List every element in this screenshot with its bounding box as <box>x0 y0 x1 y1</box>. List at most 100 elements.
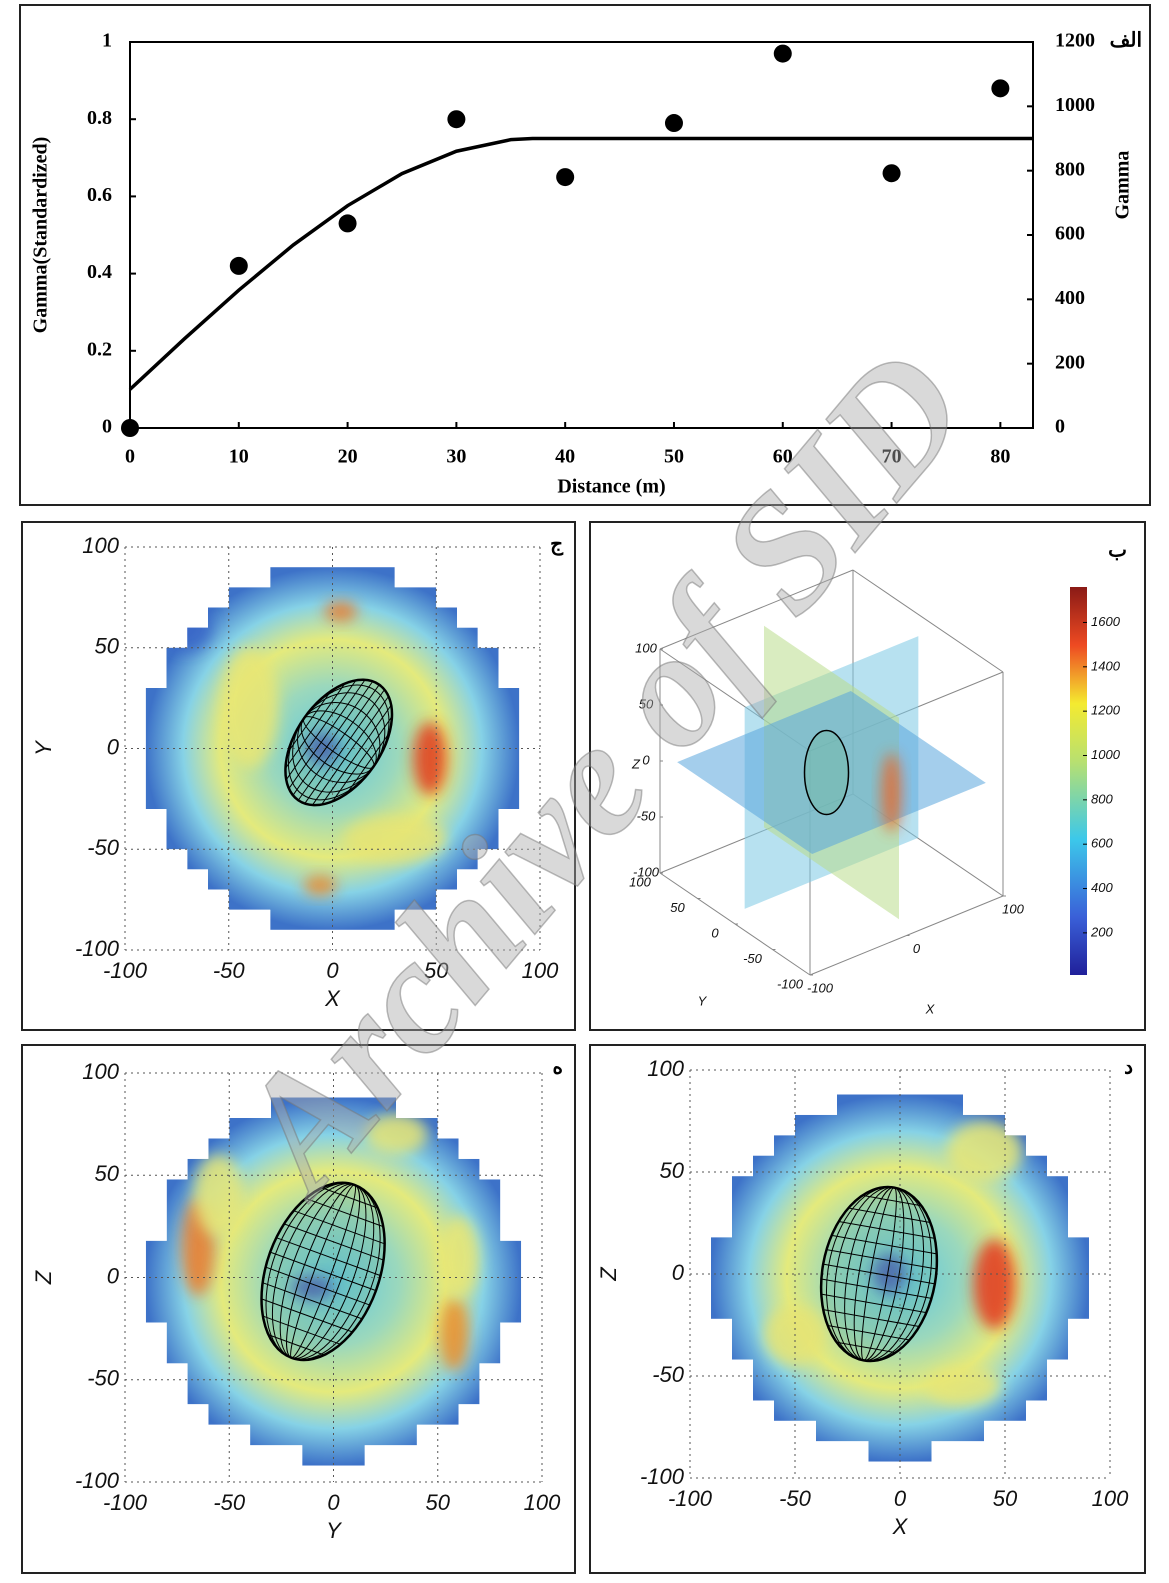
colorbar-tick-label: 1600 <box>1091 614 1121 629</box>
model-curve <box>128 136 1033 391</box>
y2-tick-label: 600 <box>1055 223 1085 245</box>
parallel <box>821 1278 932 1299</box>
y-tick-label: -100 <box>75 936 120 961</box>
heat-spot <box>342 814 447 864</box>
x-axis-label: X <box>892 1514 909 1539</box>
z-tick-label: -50 <box>637 808 657 823</box>
panel-frame <box>21 521 576 1031</box>
data-point <box>991 79 1010 98</box>
hot-slice <box>881 752 902 833</box>
y-tick-label: 100 <box>82 1059 119 1084</box>
heat-spot <box>946 1121 1022 1183</box>
parallel <box>836 1341 896 1354</box>
y-tick-label: -50 <box>87 1366 120 1391</box>
y-tick-label: 0 <box>107 1263 120 1288</box>
data-point <box>773 44 792 63</box>
y2-tick-label: 800 <box>1055 158 1085 180</box>
parallel <box>826 1249 937 1270</box>
panel-label: ج <box>550 534 564 557</box>
y-tick-label: -50 <box>87 835 120 860</box>
x-tick-label: 70 <box>882 446 902 468</box>
y-tick-label: 50 <box>95 634 120 659</box>
x-axis-label: X <box>324 986 341 1011</box>
parallel <box>285 683 346 769</box>
y-tick-label: 0.4 <box>87 261 112 283</box>
y-tick-label: 50 <box>670 900 685 915</box>
cube-edge <box>852 569 1004 673</box>
x-tick-label: -100 <box>807 980 834 995</box>
ellipsoid <box>260 1181 386 1362</box>
colorbar-tick-label: 800 <box>1091 791 1113 806</box>
parallel <box>821 1293 927 1314</box>
x-tick-label: 20 <box>338 446 358 468</box>
x-tick-label: -50 <box>213 1490 246 1515</box>
ellipsoid <box>819 1185 939 1363</box>
x-tick-label: 50 <box>424 958 449 983</box>
y2-tick-label: 0 <box>1055 416 1065 438</box>
heat-spot <box>291 1275 334 1300</box>
y2-tick-label: 1200 <box>1055 30 1095 52</box>
parallel <box>321 704 392 805</box>
y-tick-label: 0 <box>711 925 719 940</box>
z-axis-label: Z <box>631 756 641 771</box>
panel-frame <box>19 4 1151 506</box>
parallel <box>270 1251 377 1292</box>
heat-spot <box>162 603 213 652</box>
x-tick-label: 40 <box>555 446 575 468</box>
x-tick-label: 30 <box>446 446 466 468</box>
data-point <box>121 419 139 437</box>
y-axis-label: Y <box>31 740 56 756</box>
parallel <box>288 679 366 789</box>
data-point <box>882 164 901 183</box>
x-tick-label: -100 <box>103 1490 148 1515</box>
y-tick-label: 100 <box>647 1056 684 1081</box>
data-point <box>447 110 466 129</box>
panel-label: د <box>1124 1057 1133 1079</box>
parallel <box>838 1220 935 1239</box>
y2-tick-label: 400 <box>1055 287 1085 309</box>
data-point <box>664 114 683 133</box>
y-tick-label: -100 <box>75 1468 120 1493</box>
x-tick-label: -50 <box>779 1486 812 1511</box>
parallel <box>297 684 380 801</box>
x-tick-label: 60 <box>773 446 793 468</box>
parallel <box>285 680 357 781</box>
y-axis-label: Y <box>698 993 708 1008</box>
z-tick-label: 0 <box>642 752 650 767</box>
heat-spot <box>220 647 279 769</box>
x-tick-label: 50 <box>993 1486 1018 1511</box>
parallel <box>332 716 393 802</box>
x-tick-label: -100 <box>103 958 148 983</box>
y-tick-label: 0 <box>107 734 120 759</box>
x-tick-label: 50 <box>664 446 684 468</box>
heat-spot <box>925 1365 1001 1407</box>
panel-label: ه <box>553 1057 563 1079</box>
parallel <box>276 1237 381 1277</box>
parallel <box>862 1194 922 1207</box>
colorbar-tick-label: 600 <box>1091 836 1113 851</box>
colorbar-tick-label: 1400 <box>1091 658 1121 673</box>
parallel <box>321 1187 378 1209</box>
heat-spot <box>193 1154 244 1237</box>
y-tick-label: 100 <box>629 874 651 889</box>
z-tick-label: 100 <box>635 640 657 655</box>
slice <box>677 691 986 854</box>
parallel <box>293 1210 385 1245</box>
z-tick-label: -100 <box>633 864 660 879</box>
data-point <box>338 214 357 233</box>
heat-spot <box>364 1113 428 1155</box>
parallel <box>346 732 390 794</box>
parallel <box>265 1266 371 1306</box>
panel-frame <box>21 1044 576 1574</box>
parallel <box>292 681 374 796</box>
colorbar-tick-label: 1200 <box>1091 703 1121 718</box>
colorbar-tick-label: 1000 <box>1091 747 1121 762</box>
y2-axis-label: Gamma <box>1112 151 1134 220</box>
panel-frame <box>589 1044 1146 1574</box>
z-tick-label: 50 <box>639 696 654 711</box>
panel-label: الف <box>1110 30 1142 52</box>
cube-edge <box>659 569 854 650</box>
panel-frame <box>589 521 1146 1031</box>
y-tick-label: 50 <box>95 1161 120 1186</box>
